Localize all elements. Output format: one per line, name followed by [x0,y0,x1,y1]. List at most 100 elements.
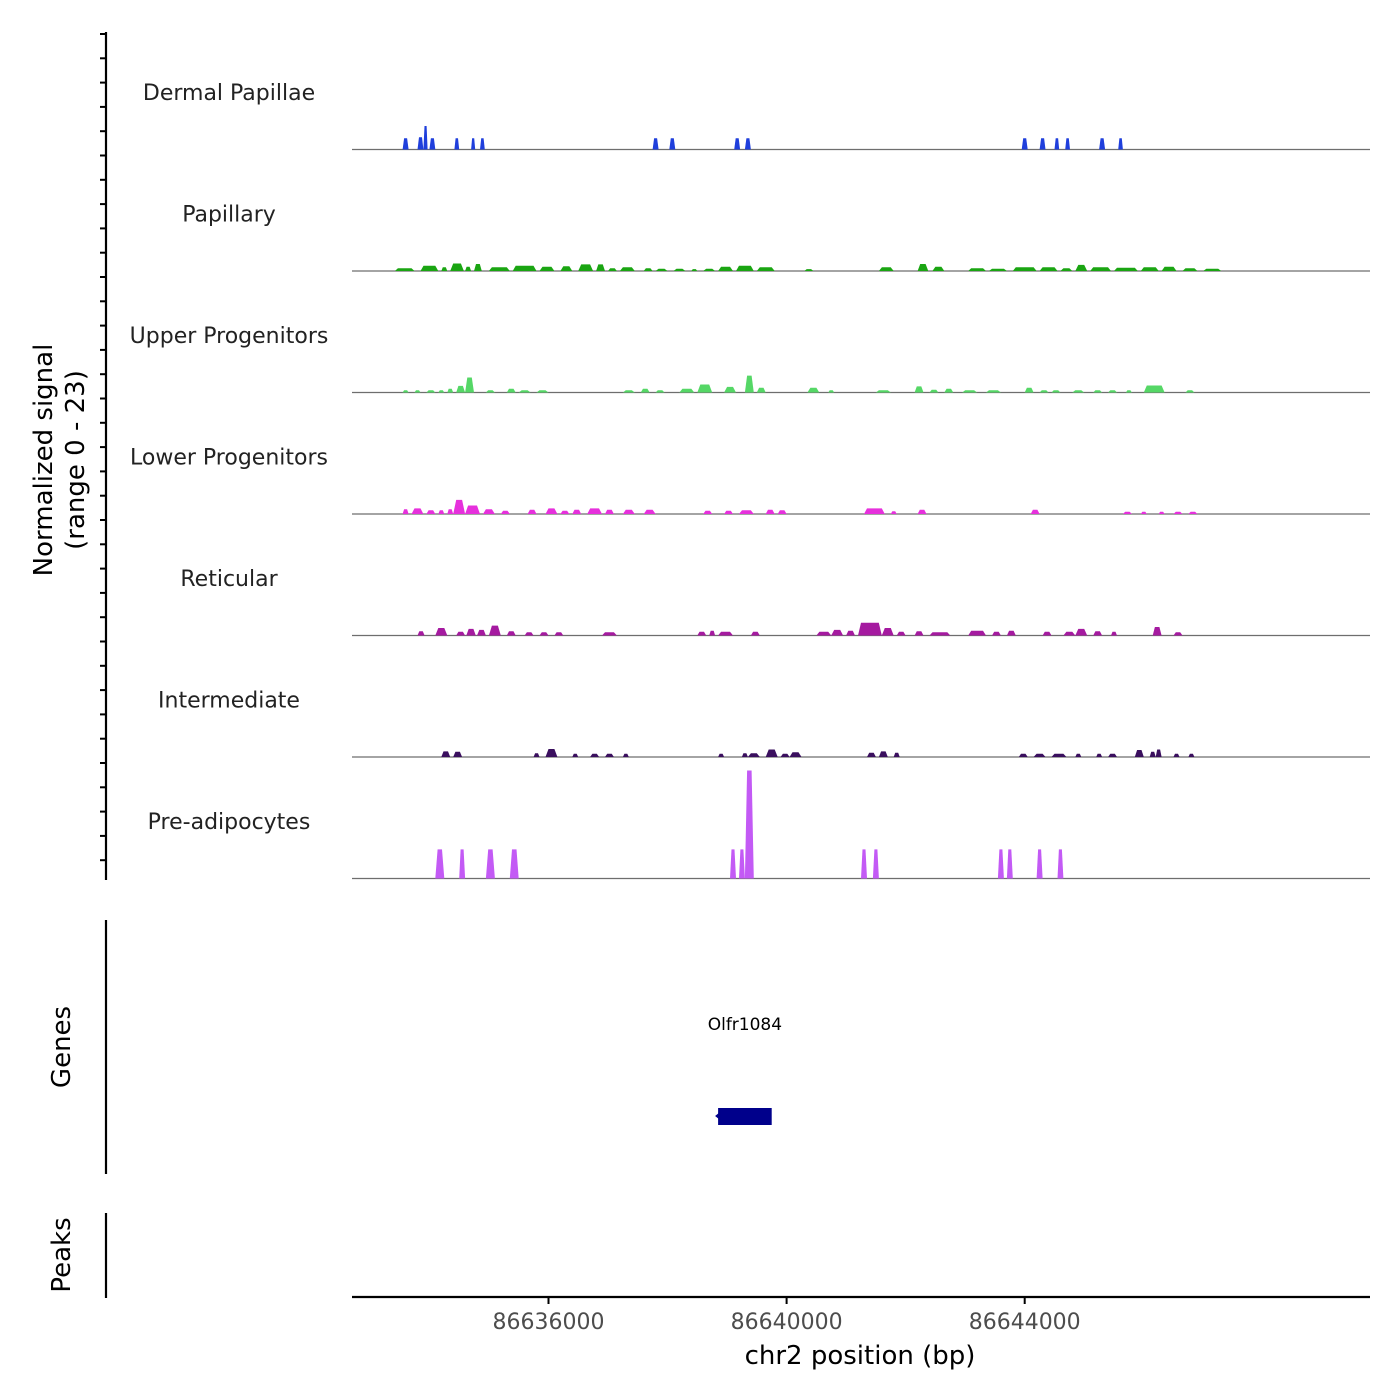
signal-peak [881,628,894,636]
signal-peak [1108,390,1117,393]
signal-peak [718,753,725,757]
signal-peak [1158,511,1165,514]
signal-peak [691,269,698,271]
signal-peak [605,509,614,514]
signal-peak [914,386,924,393]
signal-y-axis-title-line2: (range 0 - 23) [61,370,91,550]
signal-peak [1122,511,1132,514]
signal-peak [1114,267,1138,271]
signal-peak [896,631,906,636]
signal-peak [465,377,474,393]
signal-peak [509,849,519,879]
signal-peak [438,390,445,393]
signal-peak [986,390,1001,393]
signal-peak [1039,267,1058,271]
signal-peak [447,509,454,514]
track-label: Pre-adipocytes [148,810,311,835]
signal-peak [441,267,448,271]
signal-peak [426,510,436,514]
signal-peak [861,849,867,879]
track-label: Upper Progenitors [130,324,329,349]
signal-peak [1173,753,1180,757]
signal-peak [914,631,924,636]
signal-peak [968,268,986,271]
signal-peak [506,631,516,636]
signal-peak [1063,631,1076,636]
signal-peak [1185,390,1195,393]
signal-peak [622,509,635,514]
signal-peak [804,269,814,271]
signal-peak [1030,509,1040,514]
signal-peak [652,138,659,150]
signal-peak [480,138,485,150]
track-label: Reticular [180,567,278,592]
signal-peak [1021,138,1028,150]
signal-peak [402,390,409,393]
signal-peak [426,390,436,393]
signal-peak [1161,266,1177,271]
signal-peak [423,126,428,150]
signal-peak [429,138,436,150]
signal-peak [1096,753,1103,757]
signal-peak [596,264,605,271]
signal-peak [485,390,495,393]
signal-peak [858,622,882,636]
gene-label: Olfr1084 [708,1015,782,1035]
signal-peak [962,390,978,393]
signal-peak [673,268,686,271]
signal-peak [417,631,425,636]
signal-peak [539,632,549,636]
signal-peak [417,137,424,150]
signal-peak [867,752,876,757]
signal-peak [474,264,482,271]
signal-peak [1075,264,1088,271]
signal-peak [756,267,775,271]
signal-peak [997,849,1004,879]
signal-peak [524,632,534,636]
signal-peak [587,508,602,514]
signal-peak [456,631,466,636]
signal-peak [789,752,802,757]
signal-peak [1036,849,1043,879]
signal-peak [533,753,540,757]
signal-peak [619,267,635,271]
signal-peak [643,268,653,271]
signal-peak [864,508,885,514]
signal-peak [512,265,537,271]
signal-peak [669,138,676,150]
signal-peak [1054,138,1060,150]
signal-peak [572,509,582,514]
signal-peak [1039,138,1046,150]
signal-peak [739,849,745,879]
signal-peak [718,631,733,636]
signal-peak [750,631,760,636]
track-label: Papillary [182,203,276,228]
peaks-panel-label: Peaks [47,1217,77,1292]
signal-peak [545,508,558,514]
signal-peak [435,628,448,636]
signal-peak [1051,390,1061,393]
signal-peak [453,499,466,514]
signal-peak [992,631,1001,636]
signal-peak [944,388,954,393]
signal-peak [536,390,549,393]
signal-peak [1018,753,1028,757]
signal-peak [741,753,748,757]
signal-peak [932,266,945,271]
signal-peak [1173,632,1183,636]
signal-peak [506,388,516,393]
signal-peak [703,510,713,514]
signal-peak [1134,750,1144,757]
signal-peak [1143,385,1165,393]
signal-peak [1033,753,1046,757]
signal-peak [724,386,736,393]
x-tick-label: 86636000 [493,1310,605,1335]
signal-peak [875,390,891,393]
signal-peak [1093,631,1103,636]
track-label: Lower Progenitors [130,446,328,471]
signal-peak [485,849,495,879]
signal-peak [744,138,751,150]
signal-peak [1188,753,1195,757]
signal-peak [539,266,555,271]
signal-peak [1111,631,1117,636]
